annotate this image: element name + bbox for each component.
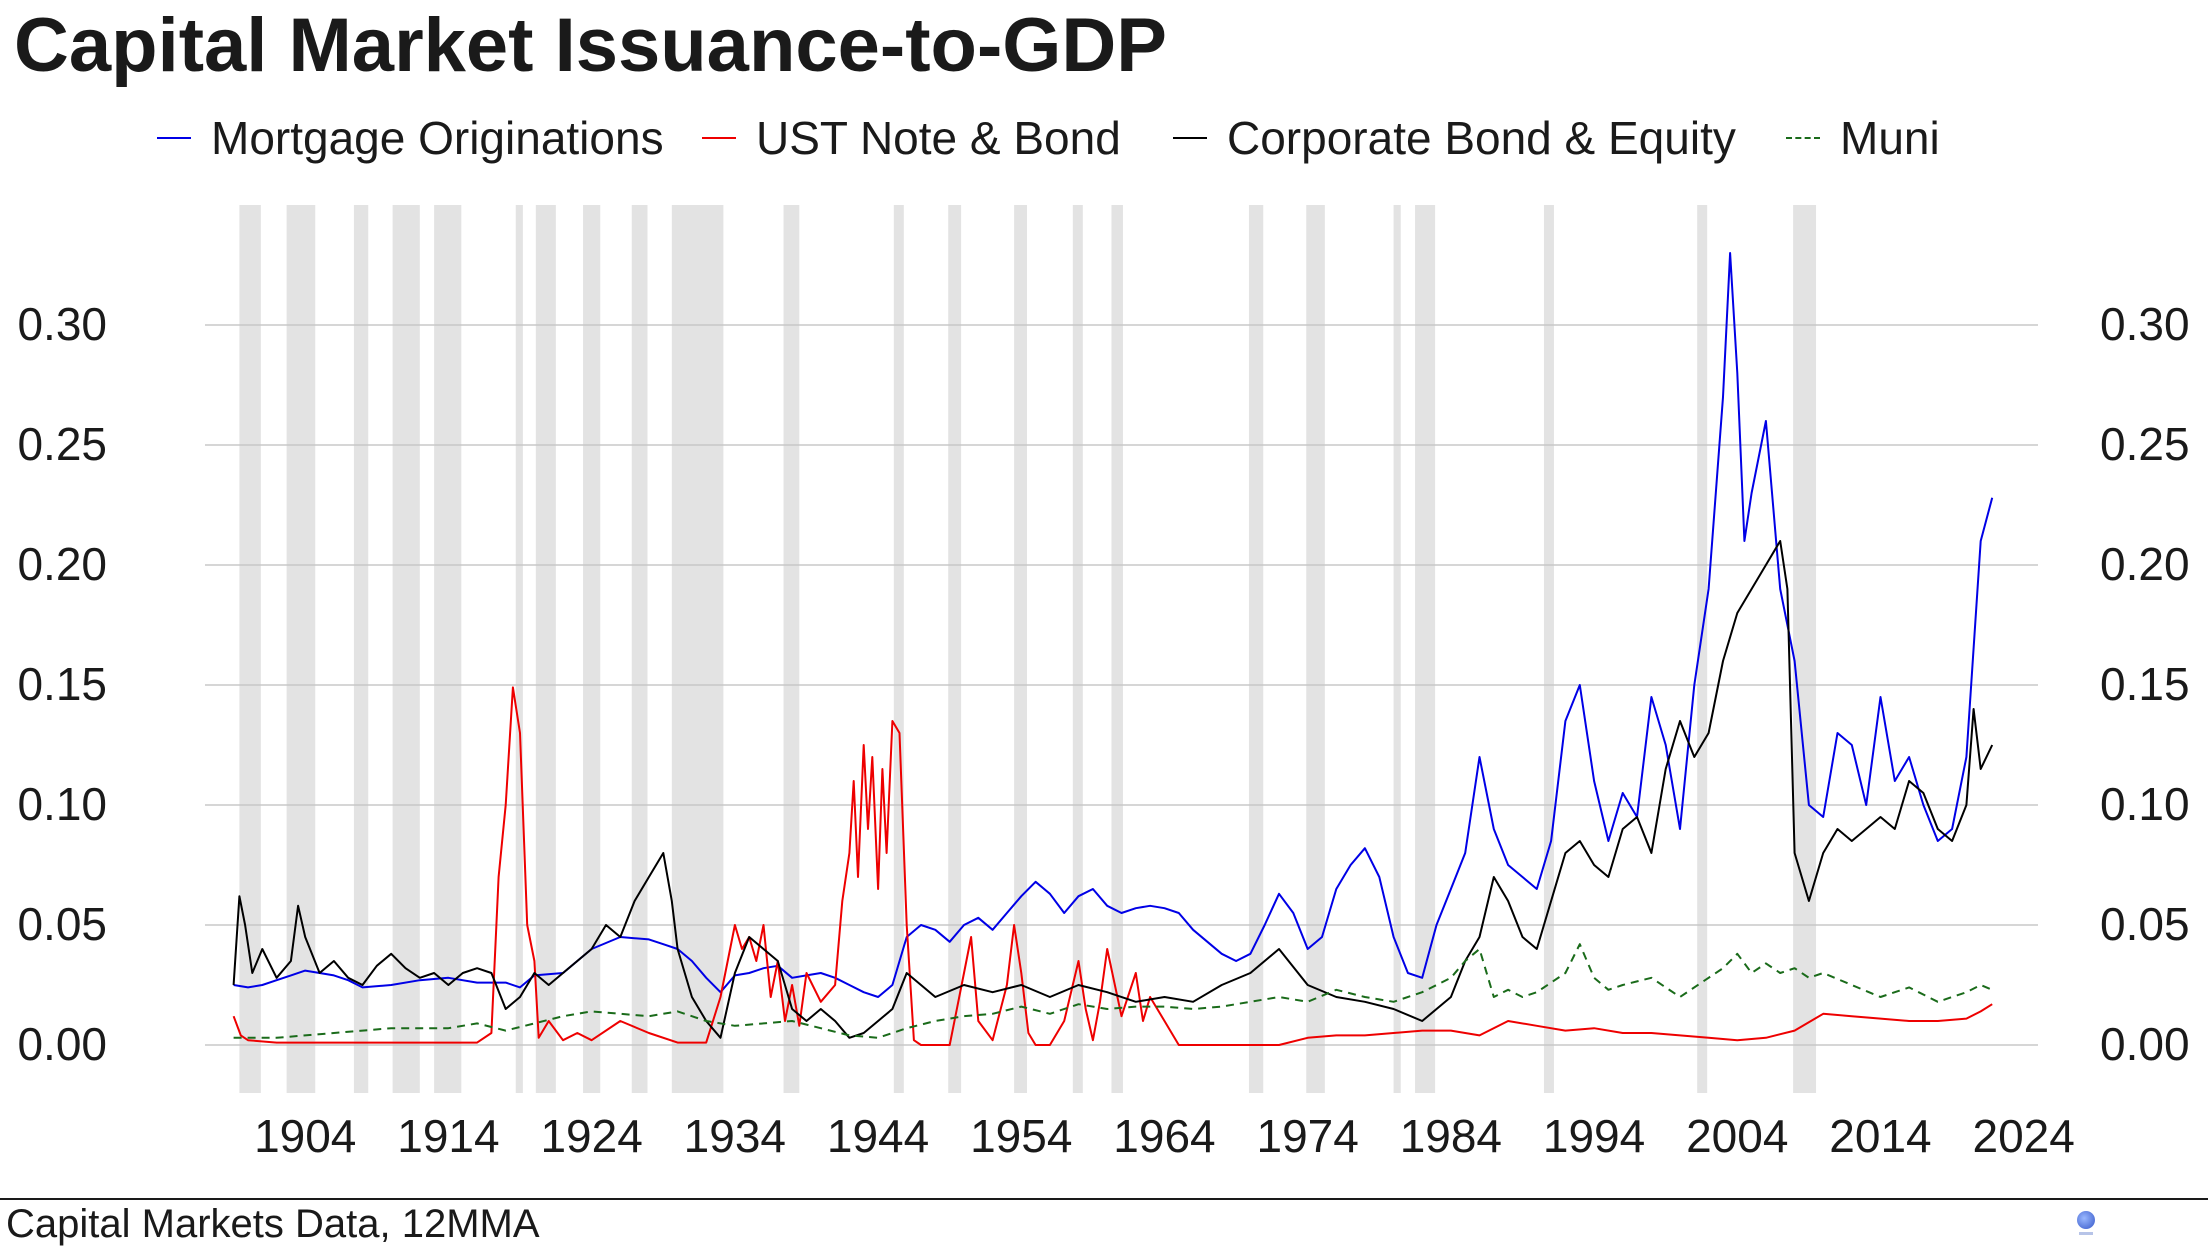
y-tick-label-left-1: 0.05: [17, 898, 107, 950]
legend-label-mortgage-originations: Mortgage Originations: [211, 112, 664, 164]
recession-band-21: [1697, 205, 1708, 1093]
y-tick-label-right-0: 0.00: [2100, 1018, 2190, 1070]
legend-swatch-corporate-bond-equity: [1173, 137, 1207, 139]
series-line-ust-note-bond: [232, 686, 1993, 1046]
y-tick-label-right-4: 0.20: [2100, 538, 2190, 590]
recession-band-0: [239, 205, 261, 1093]
recession-band-3: [392, 205, 420, 1093]
footer-divider: [0, 1198, 2208, 1200]
legend-item-mortgage-originations: Mortgage Originations: [157, 108, 664, 168]
recession-band-9: [671, 205, 724, 1093]
y-tick-label-right-3: 0.15: [2100, 658, 2190, 710]
recession-band-12: [948, 205, 962, 1093]
y-tick-label-left-4: 0.20: [17, 538, 107, 590]
legend-item-ust-note-bond: UST Note & Bond: [702, 108, 1121, 168]
recession-band-2: [353, 205, 369, 1093]
x-tick-label-6: 1964: [1113, 1110, 1215, 1162]
recession-band-18: [1393, 205, 1401, 1093]
x-tick-label-8: 1984: [1400, 1110, 1502, 1162]
legend-item-muni: Muni: [1786, 108, 1940, 168]
legend-swatch-mortgage-originations: [157, 137, 191, 139]
x-tick-label-9: 1994: [1543, 1110, 1645, 1162]
y-tick-label-left-6: 0.30: [17, 298, 107, 350]
recession-band-16: [1248, 205, 1264, 1093]
legend-item-corporate-bond-equity: Corporate Bond & Equity: [1173, 108, 1736, 168]
recession-band-1: [286, 205, 316, 1093]
y-tick-label-right-6: 0.30: [2100, 298, 2190, 350]
y-tick-label-right-1: 0.05: [2100, 898, 2190, 950]
x-tick-label-12: 2024: [1973, 1110, 2075, 1162]
recession-band-19: [1415, 205, 1436, 1093]
series-line-mortgage-originations: [233, 252, 1994, 998]
legend-label-muni: Muni: [1840, 112, 1940, 164]
y-tick-label-left-2: 0.10: [17, 778, 107, 830]
legend-swatch-muni: [1786, 137, 1820, 139]
recession-band-7: [583, 205, 601, 1093]
x-tick-label-5: 1954: [970, 1110, 1072, 1162]
recession-band-5: [515, 205, 523, 1093]
recession-band-6: [535, 205, 556, 1093]
footer-source: Capital Markets Data, 12MMA: [6, 1202, 540, 1246]
recession-band-17: [1306, 205, 1325, 1093]
recession-band-4: [434, 205, 462, 1093]
recession-band-22: [1793, 205, 1817, 1093]
legend-label-corporate-bond-equity: Corporate Bond & Equity: [1227, 112, 1736, 164]
series-line-corporate-bond-equity: [232, 540, 1994, 1039]
y-tick-label-right-5: 0.25: [2100, 418, 2190, 470]
globe-logo-icon: [2077, 1211, 2095, 1229]
x-tick-label-2: 1924: [540, 1110, 642, 1162]
x-tick-label-3: 1934: [684, 1110, 786, 1162]
recession-band-8: [631, 205, 648, 1093]
y-tick-label-left-5: 0.25: [17, 418, 107, 470]
page-title: Capital Market Issuance-to-GDP: [14, 3, 1167, 88]
y-tick-label-left-0: 0.00: [17, 1018, 107, 1070]
x-tick-label-10: 2004: [1686, 1110, 1788, 1162]
x-tick-label-1: 1914: [397, 1110, 499, 1162]
y-tick-label-right-2: 0.10: [2100, 778, 2190, 830]
legend-swatch-ust-note-bond: [702, 137, 736, 139]
recession-band-11: [893, 205, 904, 1093]
recession-band-13: [1014, 205, 1027, 1093]
recession-band-20: [1543, 205, 1554, 1093]
x-tick-label-11: 2014: [1829, 1110, 1931, 1162]
y-tick-label-left-3: 0.15: [17, 658, 107, 710]
recession-band-10: [783, 205, 800, 1093]
x-tick-label-7: 1974: [1256, 1110, 1358, 1162]
legend-label-ust-note-bond: UST Note & Bond: [756, 112, 1121, 164]
recession-band-14: [1072, 205, 1083, 1093]
recession-band-15: [1111, 205, 1123, 1093]
x-tick-label-4: 1944: [827, 1110, 929, 1162]
chart-legend: Mortgage Originations UST Note & Bond Co…: [0, 108, 2208, 168]
logo-caption-mark: [2079, 1232, 2093, 1235]
x-tick-label-0: 1904: [254, 1110, 356, 1162]
